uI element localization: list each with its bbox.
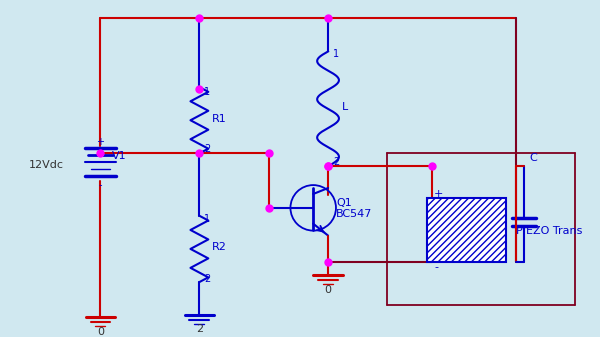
- Text: R2: R2: [212, 242, 227, 252]
- Bar: [427, 198, 506, 262]
- Text: BC547: BC547: [336, 209, 373, 219]
- Text: V1: V1: [112, 151, 127, 161]
- Text: 2: 2: [333, 157, 339, 167]
- Text: L: L: [342, 102, 348, 112]
- Text: R1: R1: [212, 114, 227, 124]
- Text: 2: 2: [205, 274, 211, 284]
- Text: 12Vdc: 12Vdc: [29, 160, 64, 170]
- Text: -: -: [434, 262, 438, 272]
- Text: 1: 1: [205, 214, 211, 224]
- Text: 1: 1: [333, 50, 339, 59]
- Text: PIEZO Trans: PIEZO Trans: [516, 225, 583, 236]
- Bar: [427, 198, 506, 262]
- Text: 0: 0: [97, 327, 104, 337]
- Text: 2: 2: [205, 145, 211, 154]
- Text: 0: 0: [325, 285, 332, 295]
- Text: +: +: [434, 189, 443, 199]
- Text: C: C: [529, 153, 537, 163]
- Text: -: -: [98, 180, 102, 190]
- Text: 2: 2: [196, 324, 203, 334]
- Text: 1: 1: [205, 87, 211, 97]
- Text: +: +: [97, 136, 104, 147]
- Text: Q1: Q1: [336, 198, 352, 208]
